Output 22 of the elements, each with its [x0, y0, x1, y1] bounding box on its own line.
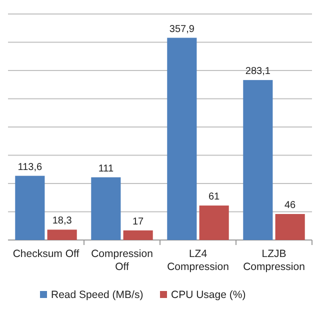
legend-label: CPU Usage (%)	[171, 289, 246, 301]
x-tick-label: LZJB Compression	[243, 248, 306, 273]
x-tick-label: Compression Off	[91, 248, 154, 273]
legend-label: Read Speed (MB/s)	[51, 289, 144, 301]
data-label: 113,6	[18, 162, 42, 173]
bar	[275, 214, 305, 240]
data-label: 18,3	[52, 216, 72, 227]
data-label: 46	[284, 200, 296, 212]
data-label: 283,1	[245, 66, 271, 78]
bar	[199, 206, 229, 240]
bar	[167, 38, 197, 240]
bar	[47, 230, 77, 240]
bar	[243, 80, 273, 240]
data-label: 61	[208, 192, 220, 203]
x-tick-label: LZ4 Compression	[167, 248, 230, 273]
bar	[123, 230, 153, 240]
data-label: 17	[132, 216, 144, 228]
x-tick-label: Checksum Off	[12, 248, 80, 260]
bar	[15, 176, 45, 240]
data-label: 111	[98, 163, 114, 174]
bar	[91, 177, 121, 240]
data-label: 357,9	[169, 24, 195, 35]
